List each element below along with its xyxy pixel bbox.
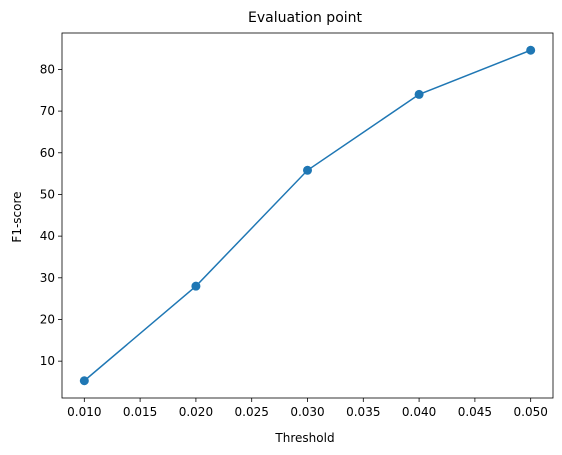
x-tick-label: 0.035 <box>346 405 380 419</box>
x-tick-label: 0.045 <box>458 405 492 419</box>
y-tick-label: 30 <box>40 271 55 285</box>
y-axis-label: F1-score <box>10 191 24 242</box>
y-tick-label: 10 <box>40 354 55 368</box>
x-tick-label: 0.050 <box>514 405 548 419</box>
y-tick-label: 50 <box>40 187 55 201</box>
y-tick-label: 60 <box>40 146 55 160</box>
x-axis-label: Threshold <box>274 431 334 445</box>
y-tick-label: 70 <box>40 104 55 118</box>
data-point <box>526 45 536 55</box>
x-tick-label: 0.040 <box>402 405 436 419</box>
data-point <box>191 281 201 291</box>
x-axis-ticks: 0.010 0.015 0.020 0.025 0.030 0.035 0.040 0.045… <box>67 398 548 419</box>
x-tick-label: 0.030 <box>290 405 324 419</box>
x-tick-label: 0.025 <box>235 405 269 419</box>
x-tick-label: 0.020 <box>179 405 213 419</box>
y-tick-label: 80 <box>40 62 55 76</box>
y-axis-ticks: 10 20 30 40 50 60 70 80 <box>40 62 62 368</box>
x-tick-label: 0.015 <box>123 405 157 419</box>
plot-frame <box>61 32 554 399</box>
data-point <box>303 165 312 175</box>
data-point <box>414 89 424 99</box>
y-tick-label: 20 <box>40 312 55 326</box>
chart-title: Evaluation point <box>248 10 363 26</box>
plot-series <box>79 45 536 386</box>
y-tick-label: 40 <box>40 229 55 243</box>
data-point <box>79 376 89 386</box>
x-tick-label: 0.010 <box>67 405 101 419</box>
